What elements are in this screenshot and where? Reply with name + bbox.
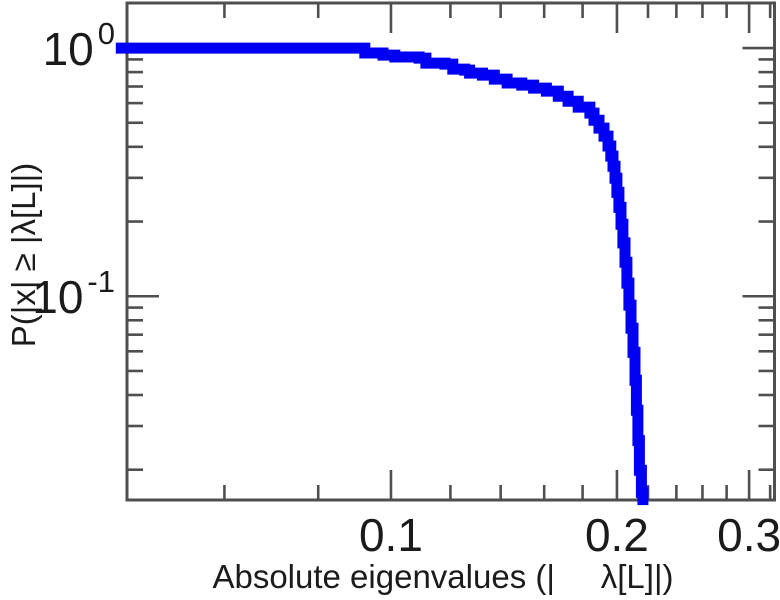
x-tick-label: 0.3	[717, 509, 780, 561]
x-tick-label: 0.2	[585, 509, 649, 561]
plot-frame	[125, 1, 776, 502]
y-axis-title: P(|x| ≥ |λ[L]|)	[5, 162, 42, 348]
x-axis-title: Absolute eigenvalues (| λ[L]|)	[212, 558, 674, 595]
y-tick-label: 10 -1	[32, 264, 115, 323]
x-tick-label: 0.1	[359, 509, 423, 561]
ccdf-step-curve	[115, 42, 649, 506]
y-tick-label: 10 0	[43, 16, 115, 75]
